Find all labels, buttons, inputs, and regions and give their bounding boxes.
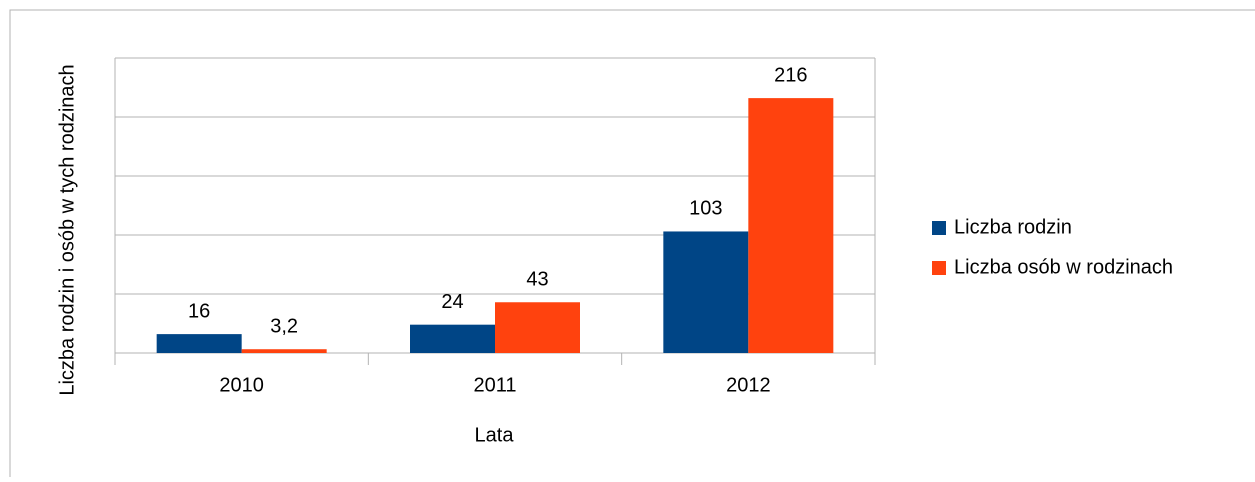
legend-label: Liczba rodzin (954, 216, 1072, 238)
bar (241, 349, 327, 353)
data-label: 24 (441, 291, 463, 313)
data-label: 103 (689, 198, 722, 220)
frame (9, 9, 1255, 477)
data-label: 3,2 (270, 316, 298, 338)
legend-label: Liczba osób w rodzinach (954, 256, 1173, 278)
data-label: 43 (526, 269, 548, 291)
legend-swatch (932, 261, 946, 275)
bar (748, 98, 834, 354)
y-axis-title: Liczba rodzin i osób w tych rodzinach (56, 64, 78, 395)
x-tick-label: 2010 (219, 374, 264, 396)
data-label: 16 (188, 300, 210, 322)
x-axis-title: Lata (475, 424, 515, 446)
legend-swatch (932, 221, 946, 235)
bar (410, 324, 495, 353)
bar (156, 334, 242, 353)
x-tick-label: 2011 (473, 374, 516, 396)
bar (663, 231, 749, 353)
data-label: 216 (774, 64, 807, 86)
x-tick-label: 2012 (726, 374, 771, 396)
bar (495, 302, 580, 353)
